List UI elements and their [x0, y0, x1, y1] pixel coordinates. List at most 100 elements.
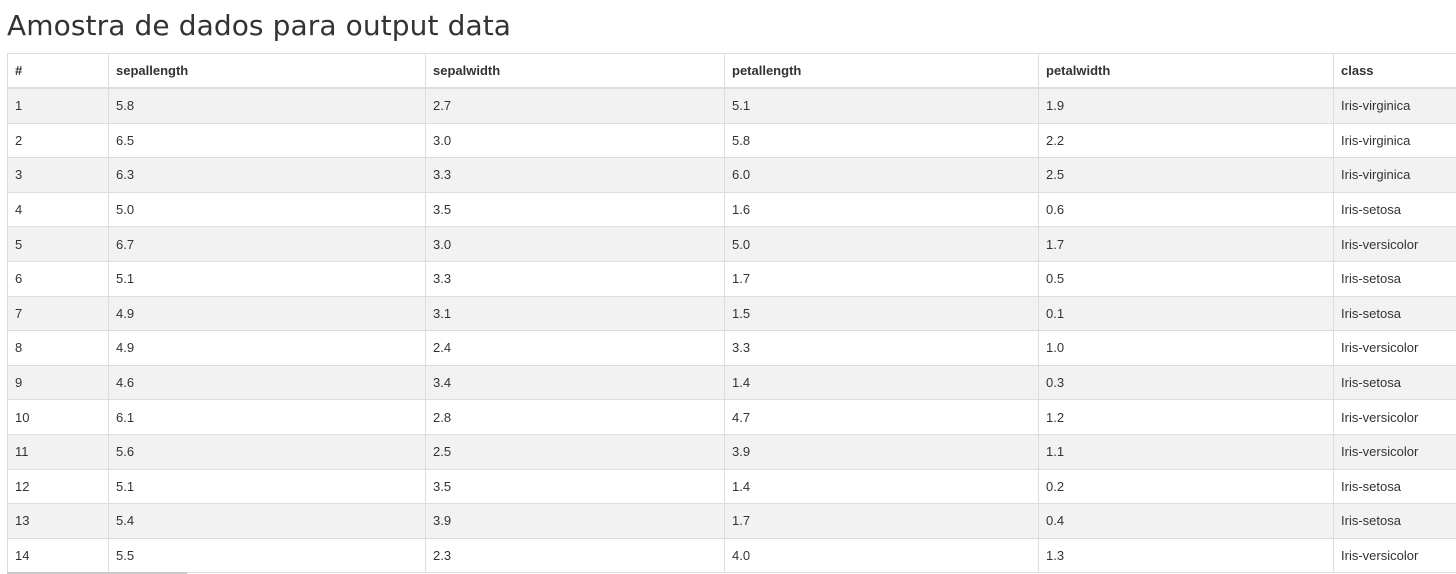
cell-petallength: 5.8 — [724, 122, 1039, 159]
column-header-sepalwidth[interactable]: sepalwidth — [425, 53, 725, 89]
cell-index: 2 — [7, 122, 109, 159]
cell-sepalwidth: 3.9 — [425, 503, 725, 539]
cell-index: 6 — [7, 260, 109, 297]
table-row: 5 6.7 3.0 5.0 1.7 Iris-versicolor — [7, 226, 1456, 262]
data-table-container[interactable]: # sepallength sepalwidth petallength pet… — [7, 53, 1456, 574]
table-row: 4 5.0 3.5 1.6 0.6 Iris-setosa — [7, 191, 1456, 228]
cell-petallength: 1.4 — [724, 364, 1039, 401]
cell-petalwidth: 1.3 — [1038, 537, 1334, 574]
cell-sepallength: 5.5 — [108, 537, 426, 574]
table-row: 7 4.9 3.1 1.5 0.1 Iris-setosa — [7, 295, 1456, 332]
cell-index: 10 — [7, 399, 109, 435]
table-row: 6 5.1 3.3 1.7 0.5 Iris-setosa — [7, 260, 1456, 297]
cell-petalwidth: 2.2 — [1038, 122, 1334, 159]
cell-index: 1 — [7, 87, 109, 124]
cell-sepallength: 4.9 — [108, 330, 426, 366]
cell-petallength: 1.4 — [724, 468, 1039, 505]
cell-petalwidth: 0.6 — [1038, 191, 1334, 228]
cell-index: 9 — [7, 364, 109, 401]
cell-petalwidth: 0.5 — [1038, 260, 1334, 297]
cell-class: Iris-versicolor — [1333, 330, 1456, 366]
cell-petalwidth: 2.5 — [1038, 157, 1334, 193]
cell-index: 12 — [7, 468, 109, 505]
cell-index: 14 — [7, 537, 109, 574]
cell-index: 8 — [7, 330, 109, 366]
table-row: 10 6.1 2.8 4.7 1.2 Iris-versicolor — [7, 399, 1456, 435]
cell-sepallength: 6.7 — [108, 226, 426, 262]
cell-sepalwidth: 3.1 — [425, 295, 725, 332]
cell-sepalwidth: 3.5 — [425, 191, 725, 228]
cell-sepallength: 5.8 — [108, 87, 426, 124]
cell-petallength: 3.9 — [724, 433, 1039, 470]
cell-class: Iris-virginica — [1333, 122, 1456, 159]
column-header-index[interactable]: # — [7, 53, 109, 89]
cell-petallength: 4.7 — [724, 399, 1039, 435]
cell-class: Iris-setosa — [1333, 191, 1456, 228]
cell-petallength: 5.0 — [724, 226, 1039, 262]
cell-class: Iris-versicolor — [1333, 399, 1456, 435]
cell-sepallength: 5.6 — [108, 433, 426, 470]
cell-sepalwidth: 2.7 — [425, 87, 725, 124]
cell-class: Iris-virginica — [1333, 87, 1456, 124]
cell-index: 4 — [7, 191, 109, 228]
cell-sepalwidth: 3.0 — [425, 122, 725, 159]
cell-sepallength: 5.0 — [108, 191, 426, 228]
cell-sepallength: 6.5 — [108, 122, 426, 159]
cell-sepalwidth: 3.3 — [425, 157, 725, 193]
cell-sepallength: 5.1 — [108, 468, 426, 505]
table-header-row: # sepallength sepalwidth petallength pet… — [7, 53, 1456, 89]
cell-petalwidth: 1.1 — [1038, 433, 1334, 470]
cell-petallength: 1.7 — [724, 503, 1039, 539]
cell-petallength: 4.0 — [724, 537, 1039, 574]
cell-petallength: 3.3 — [724, 330, 1039, 366]
table-row: 3 6.3 3.3 6.0 2.5 Iris-virginica — [7, 157, 1456, 193]
cell-class: Iris-versicolor — [1333, 537, 1456, 574]
cell-class: Iris-setosa — [1333, 295, 1456, 332]
column-header-sepallength[interactable]: sepallength — [108, 53, 426, 89]
table-row: 2 6.5 3.0 5.8 2.2 Iris-virginica — [7, 122, 1456, 159]
column-header-petalwidth[interactable]: petalwidth — [1038, 53, 1334, 89]
table-body: 1 5.8 2.7 5.1 1.9 Iris-virginica 2 6.5 3.0 5.8 2.2… — [7, 87, 1456, 574]
cell-petalwidth: 1.2 — [1038, 399, 1334, 435]
table-row: 13 5.4 3.9 1.7 0.4 Iris-setosa — [7, 503, 1456, 539]
page-title: Amostra de dados para output data — [7, 9, 512, 42]
cell-sepallength: 4.6 — [108, 364, 426, 401]
cell-sepallength: 5.1 — [108, 260, 426, 297]
cell-class: Iris-setosa — [1333, 364, 1456, 401]
cell-petalwidth: 0.4 — [1038, 503, 1334, 539]
cell-class: Iris-setosa — [1333, 260, 1456, 297]
table-header: # sepallength sepalwidth petallength pet… — [7, 53, 1456, 89]
cell-petallength: 6.0 — [724, 157, 1039, 193]
cell-petallength: 1.5 — [724, 295, 1039, 332]
column-header-petallength[interactable]: petallength — [724, 53, 1039, 89]
cell-sepalwidth: 2.5 — [425, 433, 725, 470]
cell-sepallength: 6.1 — [108, 399, 426, 435]
table-row: 9 4.6 3.4 1.4 0.3 Iris-setosa — [7, 364, 1456, 401]
cell-sepalwidth: 3.5 — [425, 468, 725, 505]
cell-petallength: 1.6 — [724, 191, 1039, 228]
cell-sepallength: 5.4 — [108, 503, 426, 539]
cell-sepalwidth: 2.4 — [425, 330, 725, 366]
data-table: # sepallength sepalwidth petallength pet… — [7, 53, 1456, 574]
cell-sepallength: 6.3 — [108, 157, 426, 193]
table-row: 11 5.6 2.5 3.9 1.1 Iris-versicolor — [7, 433, 1456, 470]
cell-index: 5 — [7, 226, 109, 262]
horizontal-scrollbar-thumb[interactable] — [7, 572, 187, 574]
cell-petallength: 1.7 — [724, 260, 1039, 297]
column-header-class[interactable]: class — [1333, 53, 1456, 89]
cell-sepalwidth: 3.0 — [425, 226, 725, 262]
cell-sepalwidth: 2.3 — [425, 537, 725, 574]
cell-index: 3 — [7, 157, 109, 193]
cell-petalwidth: 1.0 — [1038, 330, 1334, 366]
table-row: 12 5.1 3.5 1.4 0.2 Iris-setosa — [7, 468, 1456, 505]
cell-index: 11 — [7, 433, 109, 470]
cell-class: Iris-versicolor — [1333, 226, 1456, 262]
cell-sepalwidth: 3.4 — [425, 364, 725, 401]
cell-class: Iris-setosa — [1333, 503, 1456, 539]
cell-sepalwidth: 2.8 — [425, 399, 725, 435]
table-row: 8 4.9 2.4 3.3 1.0 Iris-versicolor — [7, 330, 1456, 366]
table-row: 14 5.5 2.3 4.0 1.3 Iris-versicolor — [7, 537, 1456, 574]
cell-class: Iris-virginica — [1333, 157, 1456, 193]
cell-class: Iris-versicolor — [1333, 433, 1456, 470]
cell-petalwidth: 1.9 — [1038, 87, 1334, 124]
